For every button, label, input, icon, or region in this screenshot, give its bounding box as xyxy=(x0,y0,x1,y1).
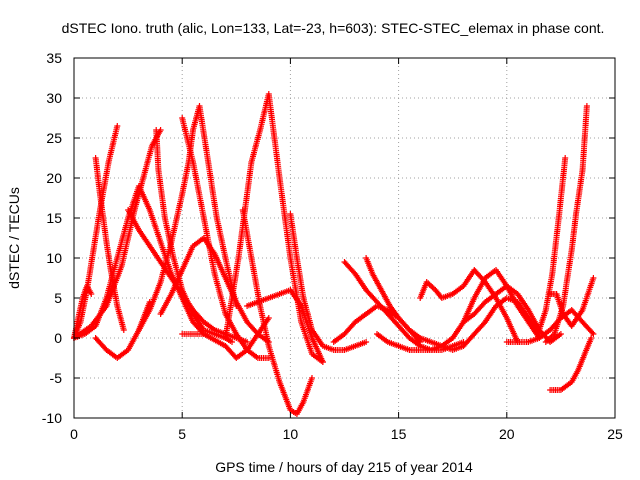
x-tick-label: 5 xyxy=(178,426,186,442)
y-tick-label: 30 xyxy=(46,90,62,106)
x-tick-label: 15 xyxy=(391,426,407,442)
series-pass-14 xyxy=(239,207,315,417)
y-tick-label: 0 xyxy=(54,330,62,346)
series-markers xyxy=(449,267,543,341)
series-markers xyxy=(374,331,456,353)
series-pass-28 xyxy=(547,275,597,329)
series-pass-15 xyxy=(287,211,370,353)
series-pass-22 xyxy=(449,267,543,341)
series-markers xyxy=(542,103,590,345)
series-pass-26 xyxy=(547,335,595,393)
series-markers xyxy=(157,235,272,345)
axis-ticks: 0 5 10 15 20 25 -10 -5 0 5 10 15 20 25 30 35 xyxy=(42,50,623,442)
series-markers xyxy=(125,207,251,345)
series-markers xyxy=(547,335,595,393)
x-tick-label: 25 xyxy=(607,426,623,442)
x-tick-label: 10 xyxy=(283,426,299,442)
chart-title: dSTEC Iono. truth (alic, Lon=133, Lat=-2… xyxy=(62,20,605,36)
y-tick-label: 10 xyxy=(46,250,62,266)
series-markers xyxy=(330,303,424,345)
y-tick-label: -10 xyxy=(42,410,62,426)
y-tick-label: 5 xyxy=(54,290,62,306)
series-pass-19 xyxy=(330,303,424,345)
series-pass-21 xyxy=(417,267,521,345)
y-tick-label: 15 xyxy=(46,210,62,226)
y-tick-label: 35 xyxy=(46,50,62,66)
series-pass-08 xyxy=(125,207,251,345)
series-markers xyxy=(239,207,315,417)
series-pass-25 xyxy=(536,155,569,333)
series-pass-20 xyxy=(374,331,456,353)
series-pass-11 xyxy=(157,235,272,345)
series-markers xyxy=(417,267,521,345)
series-pass-27 xyxy=(542,103,590,345)
series-markers xyxy=(244,287,326,365)
series-pass-07 xyxy=(153,127,235,345)
y-tick-label: 20 xyxy=(46,170,62,186)
data-series xyxy=(71,91,597,417)
x-tick-label: 0 xyxy=(70,426,78,442)
series-markers xyxy=(153,127,235,345)
y-tick-label: 25 xyxy=(46,130,62,146)
series-markers xyxy=(287,211,370,353)
x-axis-label: GPS time / hours of day 215 of year 2014 xyxy=(215,459,473,475)
series-pass-16 xyxy=(244,287,326,365)
series-markers xyxy=(536,155,569,333)
series-markers xyxy=(547,275,597,329)
y-axis-label: dSTEC / TECUs xyxy=(6,187,22,289)
y-tick-label: -5 xyxy=(50,370,63,386)
x-tick-label: 20 xyxy=(499,426,515,442)
plot-border xyxy=(73,57,616,419)
